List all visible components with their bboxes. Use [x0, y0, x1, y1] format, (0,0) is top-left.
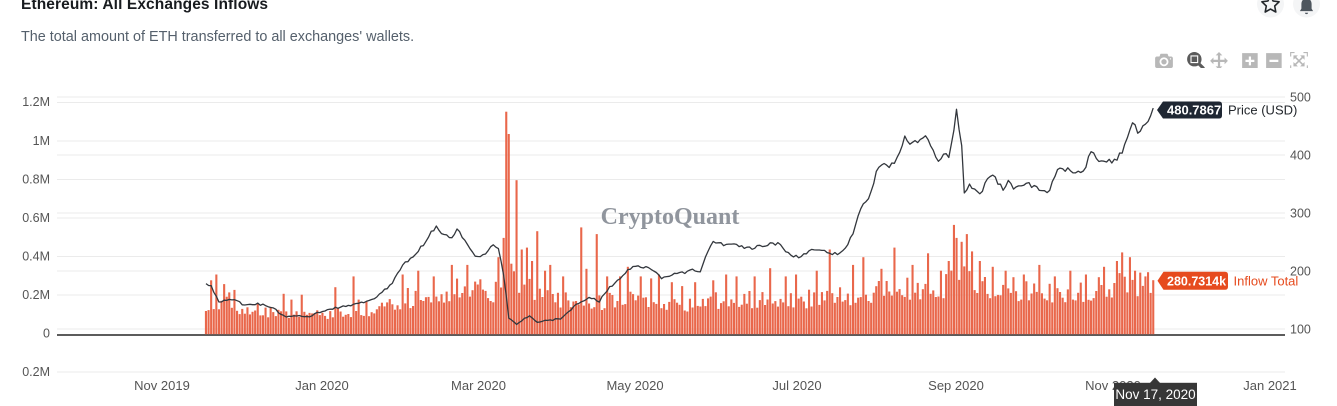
svg-text:Jan 2020: Jan 2020 [295, 378, 349, 393]
svg-text:Nov 2019: Nov 2019 [134, 378, 190, 393]
svg-text:0: 0 [43, 327, 50, 341]
svg-text:400: 400 [1290, 149, 1311, 163]
svg-text:0.2M: 0.2M [22, 288, 50, 302]
svg-text:0.4M: 0.4M [22, 250, 50, 264]
svg-text:Jul 2020: Jul 2020 [772, 378, 821, 393]
svg-text:300: 300 [1290, 207, 1311, 221]
svg-text:Sep 2020: Sep 2020 [928, 378, 984, 393]
svg-text:0.2M: 0.2M [22, 365, 50, 379]
svg-text:Jan 2021: Jan 2021 [1243, 378, 1297, 393]
svg-text:Mar 2020: Mar 2020 [451, 378, 506, 393]
svg-text:May 2020: May 2020 [606, 378, 663, 393]
svg-text:Nov 17, 2020: Nov 17, 2020 [1115, 387, 1195, 402]
svg-text:1M: 1M [33, 134, 50, 148]
svg-text:0.8M: 0.8M [22, 173, 50, 187]
svg-text:Inflow Total: Inflow Total [1234, 274, 1299, 289]
svg-text:480.7867: 480.7867 [1167, 103, 1221, 118]
svg-text:CryptoQuant: CryptoQuant [601, 204, 740, 230]
svg-text:100: 100 [1290, 323, 1311, 337]
svg-text:280.7314k: 280.7314k [1167, 274, 1226, 288]
svg-text:1.2M: 1.2M [22, 95, 50, 109]
svg-text:Price (USD): Price (USD) [1228, 103, 1297, 118]
svg-text:200: 200 [1290, 265, 1311, 279]
svg-text:0.6M: 0.6M [22, 211, 50, 225]
svg-text:500: 500 [1290, 91, 1311, 105]
